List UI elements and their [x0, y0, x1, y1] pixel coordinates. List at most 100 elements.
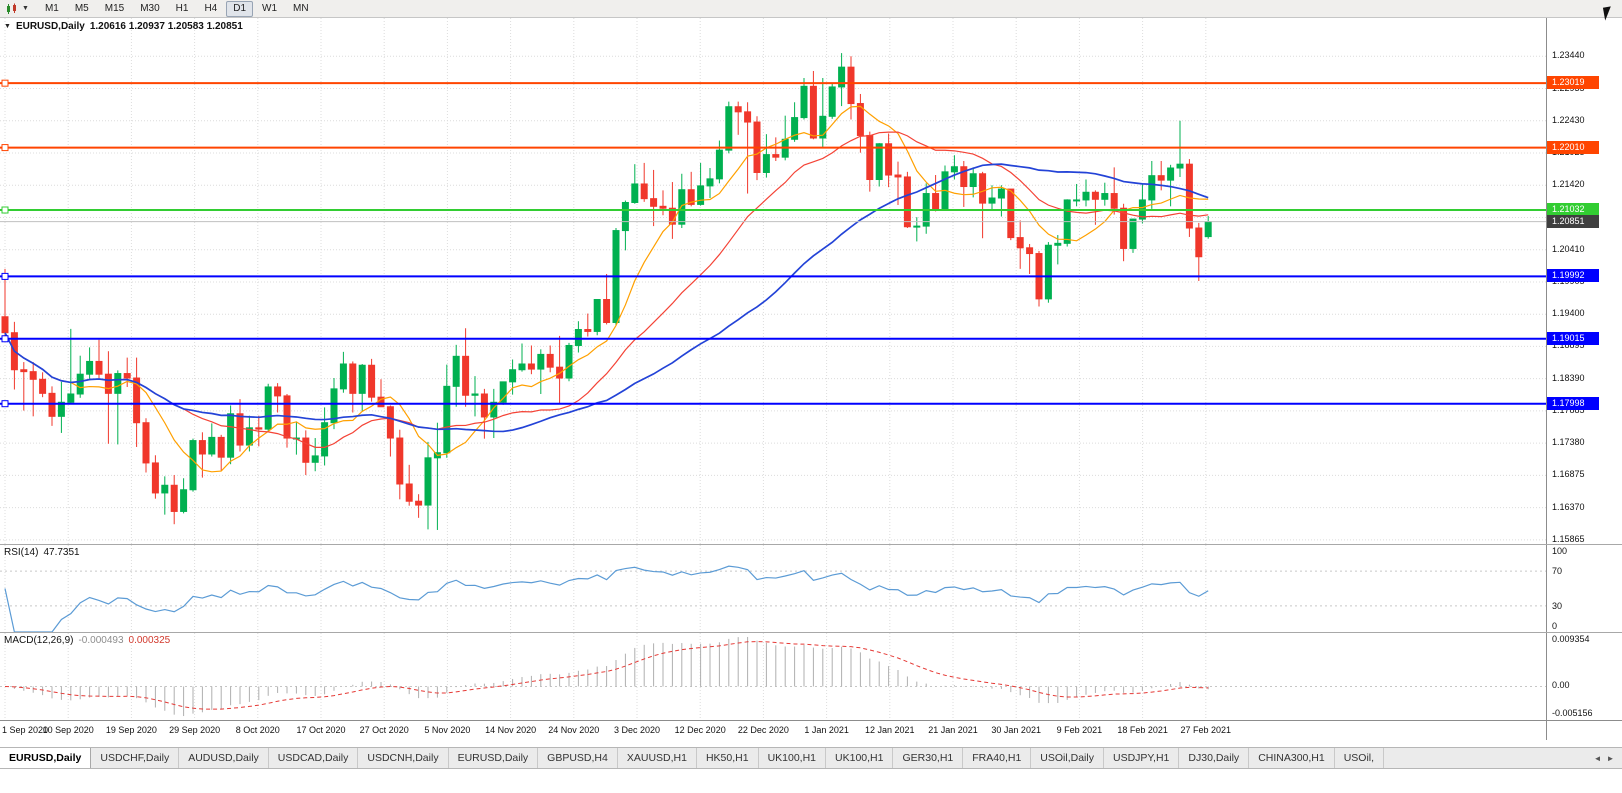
- hline-price-tag: 1.21032: [1547, 203, 1599, 216]
- chart-menu-icon[interactable]: ▼: [4, 23, 11, 30]
- chart-tab-usoil[interactable]: USOil,: [1335, 748, 1385, 768]
- chart-area: ▼ EURUSD,Daily 1.20616 1.20937 1.20583 1…: [0, 18, 1622, 720]
- rsi-scale[interactable]: 100 70 30 0: [1546, 545, 1622, 632]
- tabs-scroll-left-icon[interactable]: ◄: [1593, 753, 1602, 763]
- timeframe-buttons: M1 M5 M15 M30 H1 H4 D1 W1 MN: [38, 0, 316, 17]
- chart-type-icon[interactable]: [5, 2, 19, 16]
- main-chart-panel: ▼ EURUSD,Daily 1.20616 1.20937 1.20583 1…: [0, 18, 1622, 544]
- macd-chart[interactable]: MACD(12,26,9) -0.000493 0.000325: [0, 633, 1546, 720]
- rsi-chart[interactable]: RSI(14) 47.7351: [0, 545, 1546, 632]
- price-axis-label: 1.16370: [1552, 501, 1585, 512]
- chart-tab-xauusd-h1[interactable]: XAUUSD,H1: [618, 748, 697, 768]
- macd-signal-value: 0.000325: [128, 635, 171, 646]
- macd-name: MACD(12,26,9): [4, 635, 74, 646]
- timeframe-toolbar: ▼ M1 M5 M15 M30 H1 H4 D1 W1 MN: [0, 0, 1622, 18]
- timeframe-button-m5[interactable]: M5: [74, 2, 89, 14]
- tab-scroll-buttons: ◄ ►: [1586, 748, 1622, 768]
- chart-tab-dj30-daily[interactable]: DJ30,Daily: [1179, 748, 1250, 768]
- macd-axis-label: 0.00: [1552, 680, 1570, 691]
- date-axis-label: 29 Sep 2020: [169, 725, 221, 735]
- chart-tab-usdcad-daily[interactable]: USDCAD,Daily: [269, 748, 359, 768]
- date-axis-label: 14 Nov 2020: [485, 725, 537, 735]
- price-axis-label: 1.17380: [1552, 437, 1585, 448]
- price-axis-label: 1.15865: [1552, 533, 1585, 544]
- date-axis-label: 3 Dec 2020: [613, 725, 661, 735]
- rsi-axis-label: 0: [1552, 621, 1558, 631]
- date-axis-label: 1 Jan 2021: [804, 725, 849, 735]
- chart-tab-uk100-h1[interactable]: UK100,H1: [759, 748, 827, 768]
- timeframe-button-m30[interactable]: M30: [140, 2, 160, 14]
- rsi-svg: [0, 545, 1546, 632]
- macd-axis-label: -0.005156: [1552, 708, 1593, 718]
- chart-tab-audusd-daily[interactable]: AUDUSD,Daily: [179, 748, 269, 768]
- date-axis-label: 12 Dec 2020: [674, 725, 726, 735]
- rsi-label: RSI(14) 47.7351: [4, 547, 80, 558]
- current-price-tag: 1.20851: [1547, 214, 1599, 228]
- chart-tabs: EURUSD,Daily USDCHF,Daily AUDUSD,Daily USDC…: [0, 748, 1586, 768]
- chart-ohlc-values: 1.20616 1.20937 1.20583 1.20851: [89, 21, 243, 32]
- candlestick-chart[interactable]: ▼ EURUSD,Daily 1.20616 1.20937 1.20583 1…: [0, 18, 1546, 544]
- date-axis-label: 8 Oct 2020: [235, 725, 280, 735]
- date-axis-label: 24 Nov 2020: [548, 725, 600, 735]
- timeframe-button-mn[interactable]: MN: [293, 2, 309, 14]
- rsi-panel: RSI(14) 47.7351 100 70 30 0: [0, 544, 1622, 632]
- price-axis-label: 1.19400: [1552, 308, 1585, 319]
- gap-strip: [0, 740, 1622, 747]
- hline-price-tag: 1.17998: [1547, 396, 1599, 410]
- macd-label: MACD(12,26,9) -0.000493 0.000325: [4, 635, 170, 646]
- chart-tab-ger30-h1[interactable]: GER30,H1: [893, 748, 964, 768]
- chart-tab-fra40-h1[interactable]: FRA40,H1: [963, 748, 1032, 768]
- date-axis-label: 12 Jan 2021: [865, 725, 915, 735]
- macd-axis-label: 0.009354: [1552, 634, 1590, 644]
- date-axis-label: 10 Sep 2020: [42, 725, 94, 735]
- price-scale[interactable]: 1.234401.229351.224301.219251.214201.209…: [1546, 18, 1622, 544]
- time-axis[interactable]: 1 Sep 2020 10 Sep 2020 19 Sep 2020 29 Sep 2…: [0, 721, 1546, 740]
- chart-type-dropdown-icon[interactable]: ▼: [22, 5, 29, 12]
- rsi-axis-label: 30: [1552, 600, 1563, 611]
- chart-tab-bar: EURUSD,Daily USDCHF,Daily AUDUSD,Daily USDC…: [0, 747, 1622, 769]
- hline-price-tag: 1.23019: [1547, 76, 1599, 90]
- date-axis-label: 17 Oct 2020: [296, 725, 346, 735]
- axis-corner: [1546, 721, 1622, 740]
- chart-tab-hk50-h1[interactable]: HK50,H1: [697, 748, 759, 768]
- timeframe-button-d1[interactable]: D1: [226, 0, 254, 17]
- chart-tab-eurusd-daily[interactable]: EURUSD,Daily: [449, 748, 539, 768]
- price-axis-label: 1.18895: [1552, 340, 1585, 351]
- price-axis-label: 1.17885: [1552, 404, 1585, 415]
- date-axis-label: 30 Jan 2021: [991, 725, 1041, 735]
- timeframe-button-m1[interactable]: M1: [44, 2, 59, 14]
- bottom-strip: [0, 769, 1622, 793]
- date-axis-label: 22 Dec 2020: [737, 725, 789, 735]
- chart-tab-uk100-h1[interactable]: UK100,H1: [826, 748, 894, 768]
- timeframe-button-m15[interactable]: M15: [104, 2, 125, 14]
- price-axis-label: 1.21420: [1552, 179, 1585, 190]
- chart-tab-usoil-daily[interactable]: USOil,Daily: [1031, 748, 1104, 768]
- price-axis-label: 1.20410: [1552, 243, 1585, 254]
- timeframe-button-h1[interactable]: H1: [175, 2, 189, 14]
- chart-tab-gbpusd-h4[interactable]: GBPUSD,H4: [538, 748, 618, 768]
- chart-tab-usdjpy-h1[interactable]: USDJPY,H1: [1104, 748, 1180, 768]
- chart-tab-eurusd-daily[interactable]: EURUSD,Daily: [0, 748, 92, 768]
- price-axis-label: 1.23440: [1552, 50, 1585, 61]
- hline-price-tag: 1.19015: [1547, 331, 1599, 345]
- date-axis-label: 9 Feb 2021: [1056, 725, 1103, 735]
- time-axis-row: 1 Sep 2020 10 Sep 2020 19 Sep 2020 29 Sep 2…: [0, 720, 1622, 740]
- rsi-value: 47.7351: [43, 547, 80, 558]
- rsi-name: RSI(14): [4, 547, 39, 558]
- chart-symbol-period: EURUSD,Daily: [15, 21, 85, 32]
- chart-tab-china300-h1[interactable]: CHINA300,H1: [1249, 748, 1335, 768]
- chart-tab-usdchf-daily[interactable]: USDCHF,Daily: [91, 748, 180, 768]
- macd-scale[interactable]: 0.009354 0.00 -0.005156: [1546, 633, 1622, 720]
- hline-price-tag: 1.22010: [1547, 140, 1599, 154]
- macd-panel: MACD(12,26,9) -0.000493 0.000325 0.00935…: [0, 632, 1622, 720]
- tabs-scroll-right-icon[interactable]: ►: [1606, 753, 1615, 763]
- chart-tab-usdcnh-daily[interactable]: USDCNH,Daily: [358, 748, 449, 768]
- macd-main-value: -0.000493: [78, 635, 124, 646]
- date-axis-label: 1 Sep 2020: [2, 725, 49, 735]
- timeframe-button-w1[interactable]: W1: [262, 2, 278, 14]
- timeframe-button-h4[interactable]: H4: [204, 2, 218, 14]
- chart-title: ▼ EURUSD,Daily 1.20616 1.20937 1.20583 1…: [4, 21, 243, 32]
- price-axis-label: 1.22430: [1552, 114, 1585, 125]
- date-axis-label: 5 Nov 2020: [424, 725, 471, 735]
